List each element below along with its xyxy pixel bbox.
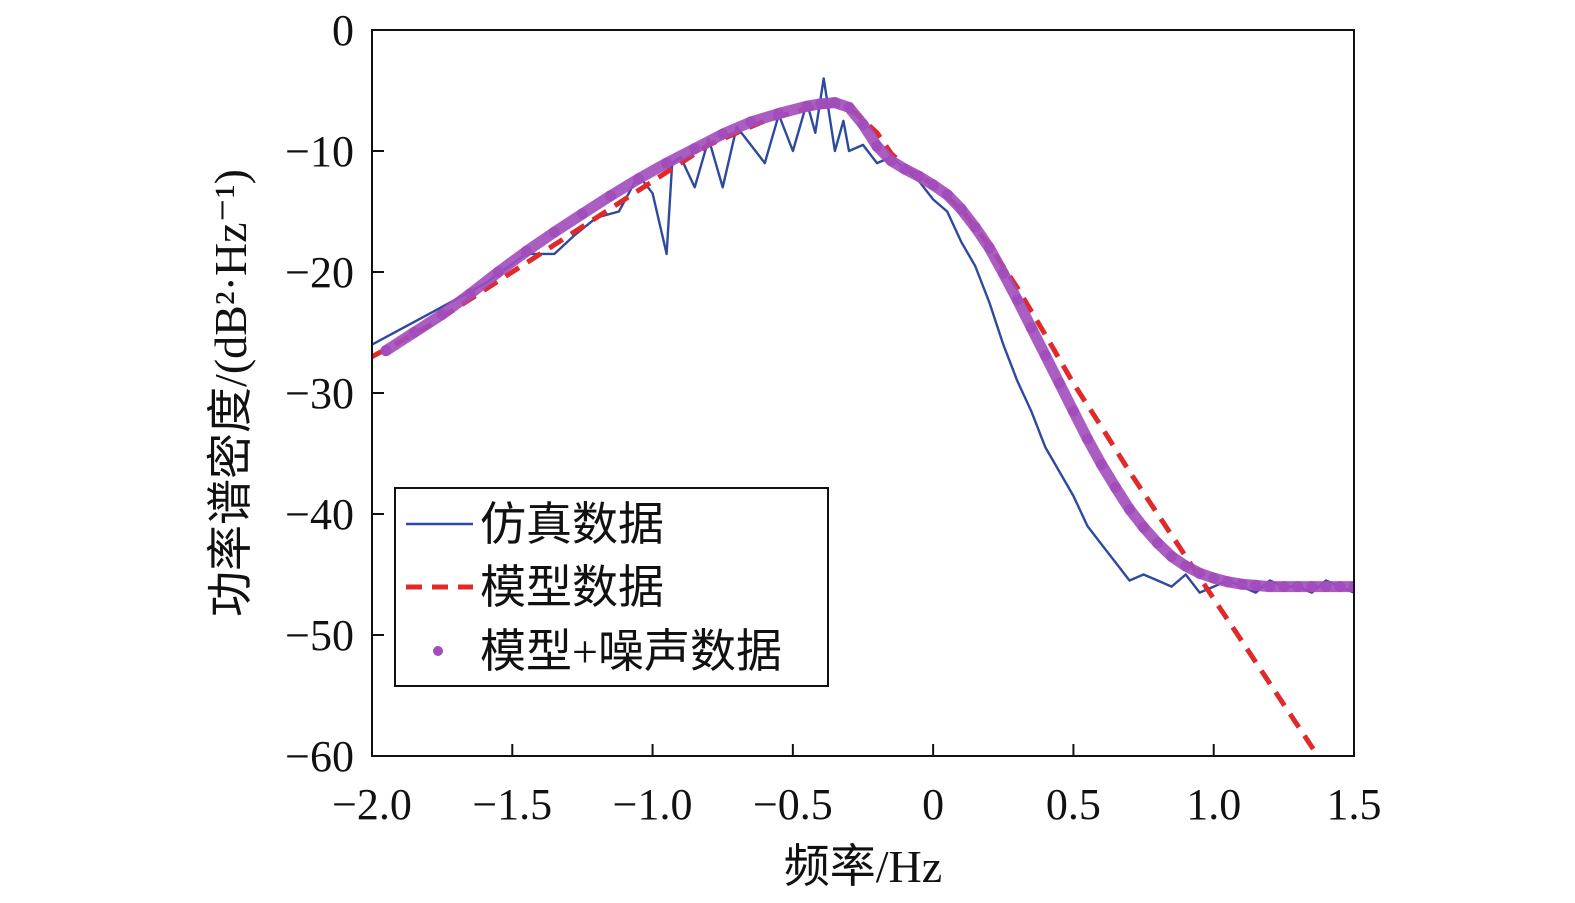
series-point-noise (1264, 581, 1276, 593)
series-point-noise (871, 140, 883, 152)
x-axis-title: 频率/Hz (784, 841, 942, 892)
series-point-noise (955, 203, 967, 215)
series-point-noise (548, 226, 560, 238)
series-point-noise (1292, 581, 1304, 593)
series-point-noise (492, 266, 504, 278)
series-point-noise (815, 98, 827, 110)
y-tick-label: −60 (285, 732, 354, 781)
y-tick-label: −10 (285, 127, 354, 176)
series-point-noise (1039, 350, 1051, 361)
series-point-noise (983, 242, 995, 254)
series-point-noise (408, 327, 420, 338)
legend-swatch-noise (433, 646, 443, 656)
series-point-noise (1194, 567, 1206, 579)
y-tick-label: −20 (285, 248, 354, 297)
series-point-noise (885, 155, 897, 167)
series-point-noise (689, 143, 701, 155)
series-point-noise (1222, 576, 1234, 588)
y-axis: 0 −10 −20 −30 −40 −50 −60 (285, 6, 384, 781)
series-point-noise (1236, 578, 1248, 590)
legend-item-noise: 模型+噪声数据 (433, 626, 782, 677)
y-axis-title: 功率谱密度/(dB²·Hz⁻¹) (205, 169, 256, 617)
series-point-noise (1067, 405, 1079, 417)
series-point-noise (1053, 377, 1065, 389)
series-point-noise (997, 267, 1009, 279)
series-point-noise (1082, 433, 1093, 445)
x-tick-label: 1.5 (1327, 780, 1382, 829)
series-point-noise (576, 208, 588, 220)
series-point-noise (1320, 581, 1332, 593)
series-point-noise (899, 163, 911, 175)
series-point-noise (829, 97, 841, 109)
series-point-noise (633, 173, 644, 185)
series-point-noise (1138, 521, 1150, 533)
series-point-noise (857, 118, 869, 130)
x-axis: −2.0 −1.5 −1.0 −0.5 0 0.5 1.0 1.5 (332, 744, 1382, 829)
series-point-noise (436, 308, 448, 320)
y-tick-label: −40 (285, 490, 354, 539)
series-point-noise (773, 108, 785, 119)
series-point-noise (969, 221, 981, 233)
x-tick-label: 0 (922, 780, 944, 829)
legend-item-model: 模型数据 (406, 562, 664, 613)
series-point-noise (661, 157, 673, 169)
legend-label-model: 模型数据 (480, 562, 664, 613)
legend-label-sim: 仿真数据 (480, 499, 664, 550)
series-point-noise (941, 189, 953, 201)
x-tick-label: −0.5 (753, 780, 833, 829)
series-point-noise (1348, 581, 1354, 593)
legend: 仿真数据 模型数据 模型+噪声数据 (394, 487, 829, 687)
series-point-noise (1250, 579, 1262, 591)
x-tick-label: −1.5 (472, 780, 552, 829)
y-tick-label: −50 (285, 611, 354, 660)
series-point-noise (1180, 560, 1192, 572)
series-point-noise (1011, 294, 1023, 306)
series-point-noise (1025, 322, 1037, 334)
series-point-noise (464, 288, 476, 300)
series-point-noise (380, 345, 392, 357)
series-point-noise (717, 128, 729, 140)
series-point-noise (927, 179, 939, 191)
x-tick-label: 1.0 (1186, 780, 1241, 829)
series-point-noise (1208, 572, 1220, 584)
series-point-noise (605, 190, 616, 202)
series-point-noise (1152, 537, 1164, 549)
series-point-noise (1096, 458, 1107, 470)
series-point-noise (1278, 581, 1290, 593)
series-point-noise (1110, 481, 1121, 493)
series-point-noise (1166, 550, 1178, 562)
series-point-noise (801, 100, 813, 112)
series-point-noise (1306, 581, 1318, 593)
x-tick-label: −2.0 (332, 780, 412, 829)
series-point-noise (913, 170, 925, 182)
series-point-noise (843, 101, 855, 113)
y-tick-label: −30 (285, 369, 354, 418)
legend-label-noise: 模型+噪声数据 (480, 626, 782, 677)
legend-item-sim: 仿真数据 (406, 499, 664, 550)
series-point-noise (1124, 503, 1135, 515)
x-tick-label: −1.0 (613, 780, 693, 829)
series-point-noise (520, 245, 532, 257)
y-tick-label: 0 (332, 6, 354, 55)
series-point-noise (1334, 581, 1346, 593)
series-point-noise (745, 116, 757, 128)
plot-content (372, 77, 1354, 756)
x-tick-label: 0.5 (1046, 780, 1101, 829)
